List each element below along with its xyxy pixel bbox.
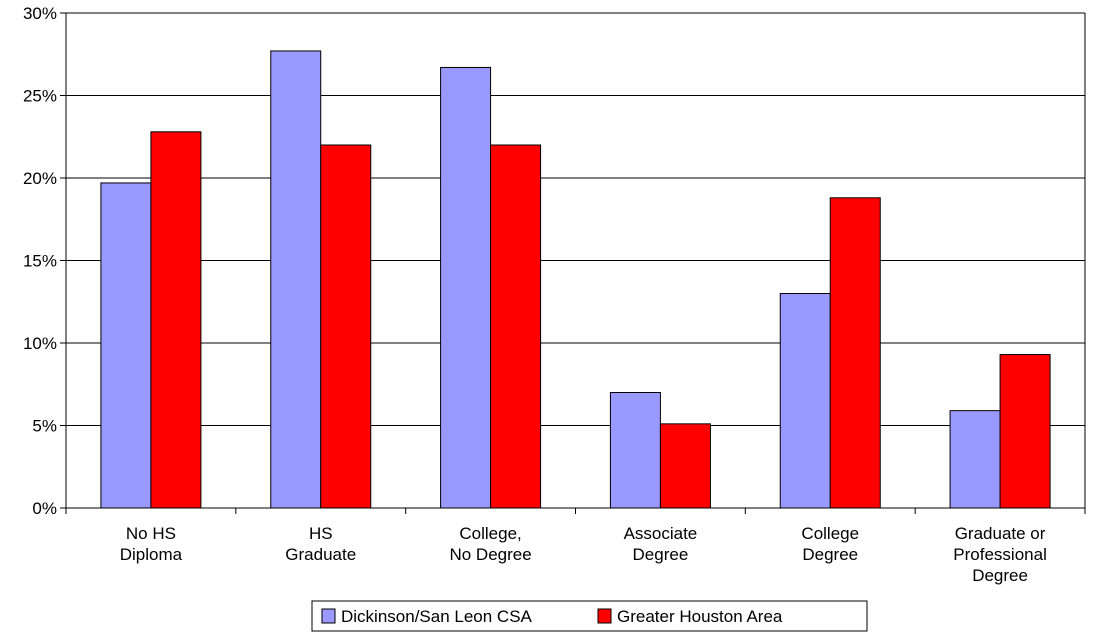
x-category-label: College Degree	[801, 524, 859, 564]
bar-houston	[490, 144, 542, 509]
y-tick-label: 10%	[23, 334, 57, 353]
bar-dickinson	[609, 392, 661, 509]
bar-dickinson	[100, 182, 152, 509]
bar-dickinson	[949, 410, 1001, 509]
x-category-label: HS Graduate	[285, 524, 356, 564]
x-category-label: Graduate or Professional Degree	[953, 524, 1047, 585]
y-tick-label: 15%	[23, 252, 57, 271]
x-category-label: No HS Diploma	[120, 524, 183, 564]
legend-box	[311, 600, 868, 632]
bar-dickinson	[779, 293, 831, 509]
gridlines	[66, 12, 1085, 426]
y-tick-label: 5%	[32, 417, 57, 436]
y-tick-label: 0%	[32, 499, 57, 518]
bars	[100, 50, 1051, 509]
bar-houston	[829, 197, 881, 509]
x-category-label: Associate Degree	[624, 524, 698, 564]
bar-houston	[320, 144, 372, 509]
legend-label: Dickinson/San Leon CSA	[341, 607, 533, 626]
bar-dickinson	[440, 66, 492, 509]
legend-label: Greater Houston Area	[617, 607, 783, 626]
bar-houston	[150, 131, 202, 509]
legend-swatch	[597, 608, 612, 624]
bar-houston	[999, 354, 1051, 509]
axes	[60, 12, 1086, 514]
x-category-labels: No HS Diploma HS Graduate College, No Degree A…	[120, 524, 1047, 585]
y-tick-label: 20%	[23, 169, 57, 188]
legend-swatch	[321, 608, 336, 624]
legend: Dickinson/San Leon CSA Greater Houston Ar…	[311, 600, 868, 632]
bar-dickinson	[270, 50, 322, 509]
x-category-label: College, No Degree	[449, 524, 531, 564]
y-tick-label: 25%	[23, 87, 57, 106]
y-tick-labels: 0% 5% 10% 15% 20% 25% 30%	[23, 4, 57, 518]
y-tick-label: 30%	[23, 4, 57, 23]
bar-houston	[659, 423, 711, 509]
